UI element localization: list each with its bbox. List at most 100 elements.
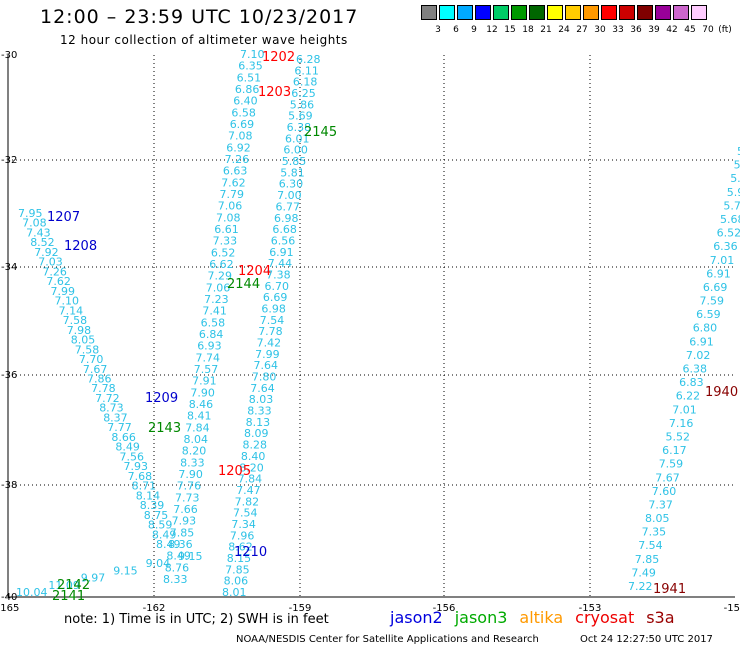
axis-ticks: -165 -162 -159 -156 -153 -150 -30 -32 -34 -36 -38 -… <box>0 50 740 614</box>
wave-height-value: 7.26 <box>225 153 250 166</box>
wave-height-value: 5.52 <box>666 431 691 444</box>
wave-height-value: 6.18 <box>293 76 318 89</box>
wave-height-value: 7.29 <box>208 270 233 283</box>
wave-height-value: 9.97 <box>81 572 106 585</box>
wave-height-value: 8.39 <box>140 499 165 512</box>
wave-height-value: 10.04 <box>16 586 48 599</box>
wave-height-value: 6.58 <box>201 316 226 329</box>
wave-height-value: 6.69 <box>703 281 728 294</box>
satellite-name-jason3: jason3 <box>454 608 508 627</box>
colorbar-swatch <box>457 5 473 20</box>
wave-height-value: 8.14 <box>136 489 161 502</box>
pass-time-label: 1203 <box>258 85 291 100</box>
wave-height-value: 8.05 <box>645 512 670 525</box>
wave-height-value: 7.82 <box>235 495 260 508</box>
wave-height-value: 7.99 <box>255 348 280 361</box>
wave-height-value: 6.00 <box>283 144 308 157</box>
wave-height-value: 8.62 <box>228 541 253 554</box>
wave-height-value: 8.33 <box>163 573 188 586</box>
pass-time-label: 1210 <box>234 545 267 560</box>
wave-height-value: 6.52 <box>211 246 236 259</box>
wave-height-value: 7.57 <box>194 363 219 376</box>
colorbar-unit: (ft) <box>718 25 732 35</box>
lat-tick-label: -40 <box>1 592 17 603</box>
wave-height-value: 8.59 <box>148 519 173 532</box>
colorbar-label: 42 <box>666 25 678 35</box>
wave-height-value: 7.54 <box>233 507 258 520</box>
wave-height-value: 7.67 <box>83 363 108 376</box>
wave-height-value: 6.59 <box>696 308 721 321</box>
wave-height-value: 6.40 <box>233 95 258 108</box>
wave-height-value: 6.62 <box>209 258 234 271</box>
wave-height-value: 8.06 <box>224 575 249 588</box>
wave-height-value: 5.79 <box>723 199 740 212</box>
lon-tick-label: -156 <box>433 603 456 614</box>
colorbar-swatch <box>673 5 689 20</box>
wave-height-value: 6.93 <box>197 340 222 353</box>
wave-height-value: 7.72 <box>95 392 120 405</box>
wave-height-value: 6.63 <box>223 165 248 178</box>
wave-height-value: 8.05 <box>71 334 96 347</box>
wave-height-value: 6.11 <box>294 64 319 77</box>
colorbar-swatch <box>421 5 437 20</box>
lon-tick-label: -159 <box>289 603 312 614</box>
wave-height-value: 6.25 <box>291 87 316 100</box>
wave-height-value: 5.1 <box>730 172 740 185</box>
wave-height-value: 7.44 <box>268 257 293 270</box>
wave-height-value: 7.37 <box>648 498 673 511</box>
colorbar-swatch <box>511 5 527 20</box>
lon-tick-label: -165 <box>0 603 19 614</box>
colorbar-swatch <box>691 5 707 20</box>
colorbar-swatch <box>619 5 635 20</box>
wave-height-value: 7.95 <box>18 207 43 220</box>
wave-height-value: 7.78 <box>258 325 283 338</box>
wave-height-value: 7.43 <box>26 227 50 240</box>
wave-height-value: 7.67 <box>655 471 680 484</box>
colorbar-label: 33 <box>612 25 624 35</box>
wave-height-value: 6.01 <box>285 132 310 145</box>
lat-lon-grid <box>7 55 735 598</box>
colorbar-swatch <box>565 5 581 20</box>
wave-height-value: 8.40 <box>241 450 266 463</box>
wave-height-value: 7.56 <box>120 450 145 463</box>
pass-time-label: 2142 <box>57 578 90 593</box>
wave-height-value: 7.00 <box>277 189 302 202</box>
wave-height-value: 7.98 <box>67 324 92 337</box>
wave-height-value: 8.09 <box>244 427 269 440</box>
wave-height-value: 7.79 <box>220 188 245 201</box>
map-subtitle: 12 hour collection of altimeter wave hei… <box>60 33 348 47</box>
wave-height-value: 8.03 <box>249 393 273 406</box>
wave-height-value: 7.93 <box>172 515 197 528</box>
wave-height-value: 9.15 <box>178 550 203 563</box>
wave-height-value: 6.61 <box>214 223 239 236</box>
colorbar-label: 6 <box>453 25 459 35</box>
timestamp-text: Oct 24 12:27:50 UTC 2017 <box>580 634 713 645</box>
wave-height-value: 7.86 <box>87 373 112 386</box>
wave-height-value: 6.51 <box>237 71 262 84</box>
wave-height-value: 7.68 <box>128 470 153 483</box>
wave-height-value: 8.28 <box>243 439 268 452</box>
colorbar-label: 15 <box>504 25 516 35</box>
wave-height-value: 6.91 <box>269 246 294 259</box>
lon-tick-label: -162 <box>143 603 166 614</box>
wave-height-value: 7.02 <box>686 349 711 362</box>
wave-height-value: 7.84 <box>185 421 210 434</box>
satellite-name-s3a: s3a <box>646 608 675 627</box>
wave-height-value: 8.49 <box>166 550 191 563</box>
wave-height-value: 7.77 <box>107 421 132 434</box>
wave-height-value: 8.49 <box>115 441 139 454</box>
wave-height-value: 7.93 <box>124 460 149 473</box>
pass-time-label: 1204 <box>238 264 271 279</box>
wave-height-value: 6.91 <box>689 335 714 348</box>
colorbar-swatch <box>583 5 599 20</box>
colorbar-swatch <box>601 5 617 20</box>
credit-text: NOAA/NESDIS Center for Satellite Applica… <box>236 634 539 645</box>
wave-height-value: 6.69 <box>230 118 255 131</box>
wave-height-value: 7.78 <box>91 382 116 395</box>
wave-height-value: 6.35 <box>238 60 262 73</box>
pass-time-label: 1205 <box>218 464 251 479</box>
lat-tick-label: -32 <box>1 155 17 166</box>
lat-tick-label: -36 <box>1 370 17 381</box>
